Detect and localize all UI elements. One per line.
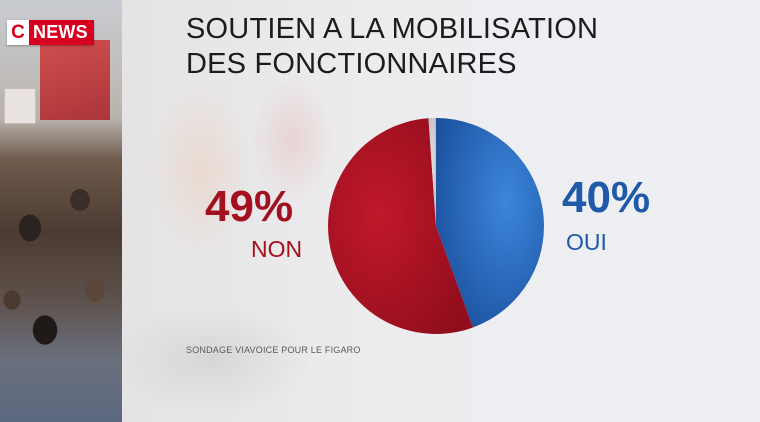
crowd-photo-sign xyxy=(4,88,36,124)
chart-title-line-1: SOUTIEN A LA MOBILISATION xyxy=(186,13,599,45)
non-value-label: 49% xyxy=(205,182,294,231)
chart-title: SOUTIEN A LA MOBILISATION DES FONCTIONNA… xyxy=(186,12,706,82)
pie-chart xyxy=(328,117,545,334)
logo-word-news: NEWS xyxy=(29,20,94,45)
pie-slice-non xyxy=(328,118,473,334)
pie-slice-other xyxy=(428,117,436,226)
crowd-photo-banner xyxy=(40,40,110,120)
poll-source: SONDAGE VIAVOICE POUR LE FIGARO xyxy=(186,345,361,355)
channel-logo: C NEWS xyxy=(7,20,94,45)
oui-value-label: 40% xyxy=(562,173,651,222)
pie-slice-oui xyxy=(436,118,545,328)
logo-letter-c: C xyxy=(7,20,29,45)
oui-category-label: OUI xyxy=(566,229,607,255)
chart-title-line-2: DES FONCTIONNAIRES xyxy=(186,48,517,80)
non-category-label: NON xyxy=(251,236,303,262)
